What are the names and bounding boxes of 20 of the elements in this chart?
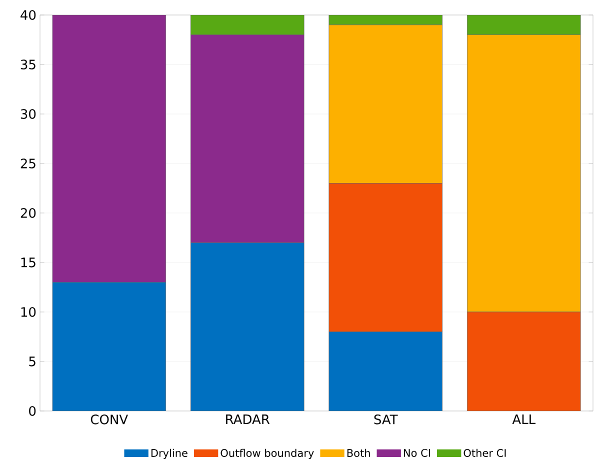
x-tick-label: SAT — [374, 414, 398, 424]
legend-label: No CI — [404, 448, 430, 457]
y-tick-label: 20 — [20, 208, 36, 218]
bar — [52, 14, 166, 282]
bar — [190, 34, 304, 243]
y-tick-label: 25 — [20, 158, 36, 168]
x-tick-label: CONV — [90, 414, 128, 424]
y-tick-label: 40 — [20, 10, 36, 20]
legend-label: Other CI — [464, 448, 506, 457]
y-tick-label: 15 — [21, 258, 36, 268]
legend-label: Outflow boundary — [220, 448, 314, 460]
legend-label: Dryline — [151, 448, 188, 460]
legend-label: Both — [347, 448, 370, 457]
y-tick-label: 35 — [20, 60, 36, 70]
y-tick-label: 0 — [29, 406, 36, 416]
y-tick-label: 5 — [29, 356, 36, 366]
y-tick-label: 30 — [20, 109, 36, 119]
y-tick-label: 10 — [21, 307, 36, 317]
x-tick-label: RADAR — [226, 414, 270, 424]
x-tick-label: ALL — [512, 414, 536, 424]
